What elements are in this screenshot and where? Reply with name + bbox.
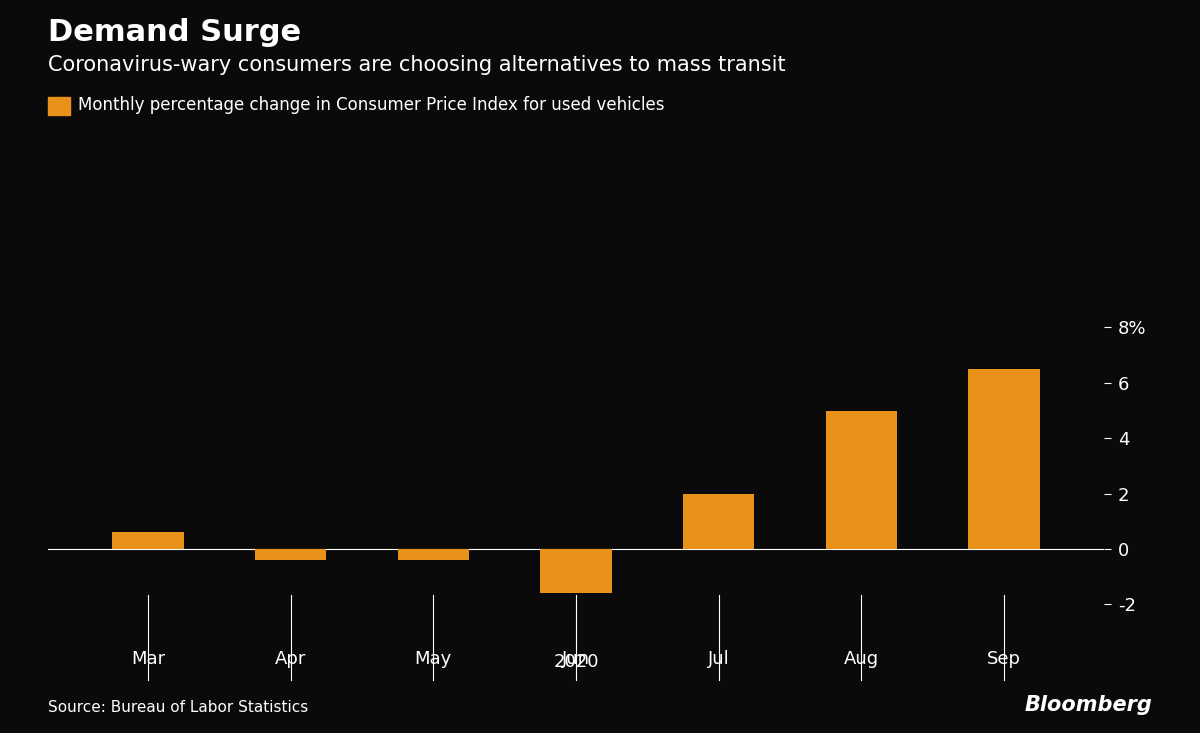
Bar: [113, 532, 184, 549]
Bar: [826, 410, 898, 549]
Text: Demand Surge: Demand Surge: [48, 18, 301, 48]
Bar: [254, 549, 326, 560]
Bar: [540, 549, 612, 594]
Bar: [968, 369, 1039, 549]
Text: Monthly percentage change in Consumer Price Index for used vehicles: Monthly percentage change in Consumer Pr…: [78, 96, 665, 114]
Text: Coronavirus-wary consumers are choosing alternatives to mass transit: Coronavirus-wary consumers are choosing …: [48, 55, 786, 75]
Bar: [397, 549, 469, 560]
Text: Bloomberg: Bloomberg: [1024, 695, 1152, 715]
Bar: [683, 493, 755, 549]
Text: Source: Bureau of Labor Statistics: Source: Bureau of Labor Statistics: [48, 700, 308, 715]
Text: 2020: 2020: [553, 653, 599, 671]
